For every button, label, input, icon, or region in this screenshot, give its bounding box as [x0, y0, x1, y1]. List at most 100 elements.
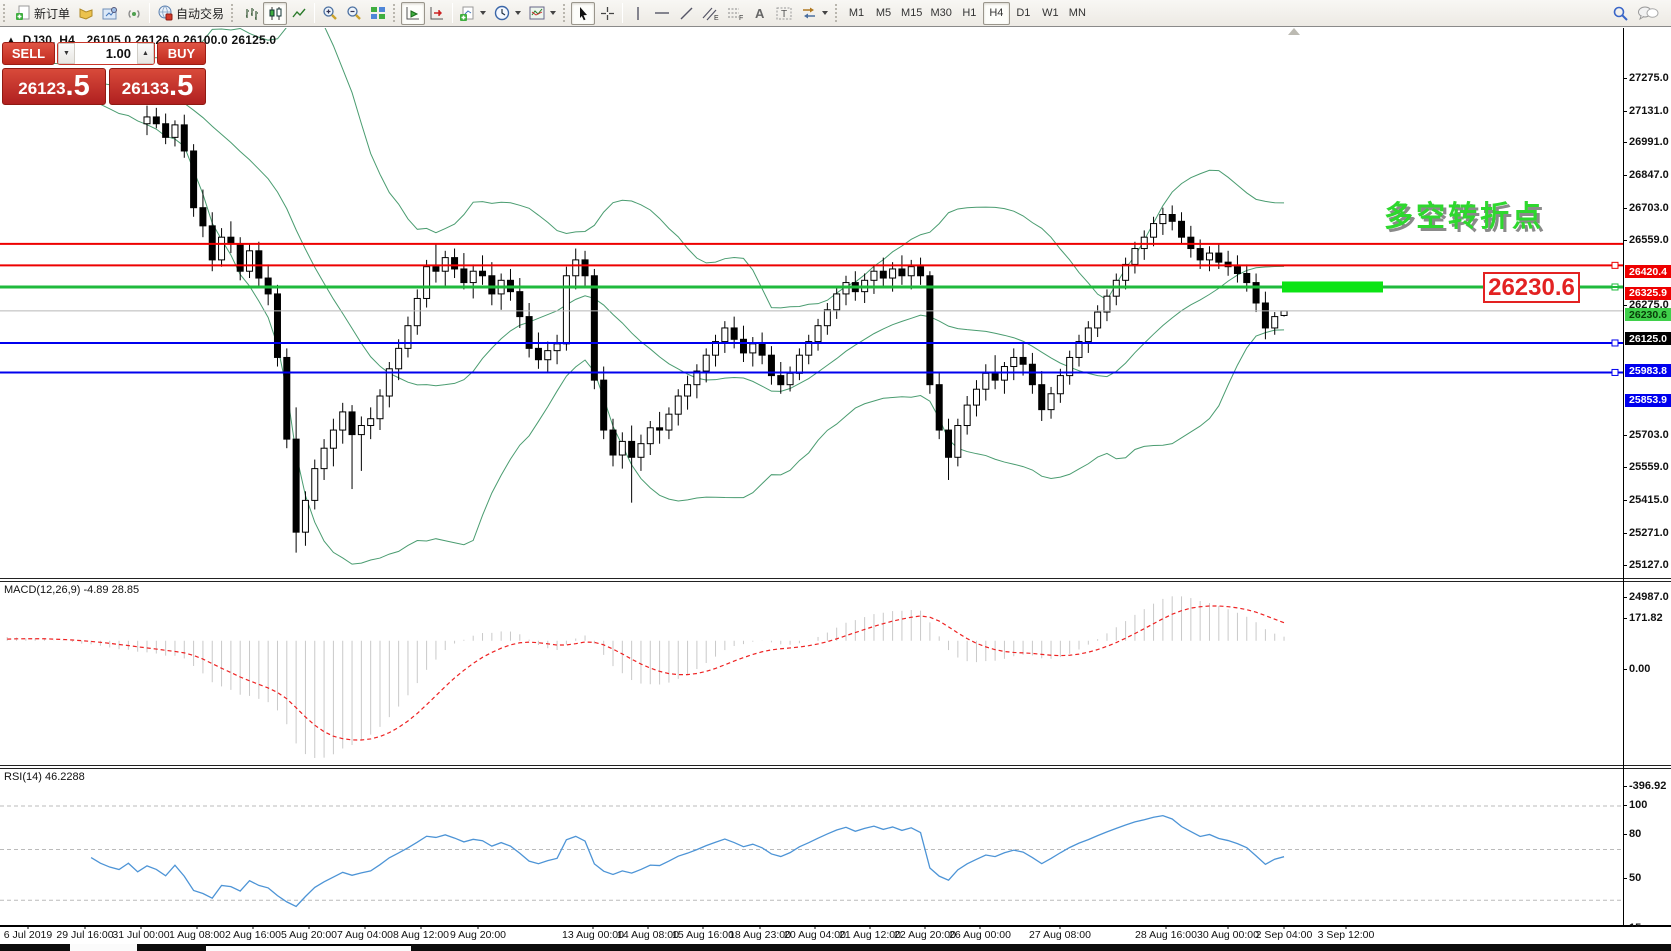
- tile-windows-icon: [371, 7, 386, 19]
- tile-windows-button[interactable]: [366, 2, 390, 25]
- sell-price[interactable]: 26123.5: [2, 68, 106, 105]
- price-callout-box[interactable]: 26230.6: [1483, 272, 1580, 303]
- buy-price[interactable]: 26133.5: [109, 68, 206, 105]
- price-badge-26325.9[interactable]: 26325.9: [1625, 286, 1671, 300]
- time-tick-label: 18 Aug 23:00: [729, 929, 791, 941]
- trendline-tool[interactable]: [674, 2, 698, 25]
- macd-tickmark: [1623, 668, 1627, 670]
- time-tick-label: 26 Aug 00:00: [949, 929, 1011, 941]
- horizontal-line-tool[interactable]: [650, 2, 674, 25]
- channel-tool[interactable]: E: [698, 2, 723, 25]
- candle-bull: [1066, 356, 1074, 377]
- time-axis[interactable]: 6 Jul 2019 29 Jul 16:00 31 Jul 00:00 1 Aug …: [0, 925, 1671, 944]
- buy-button[interactable]: BUY: [157, 42, 206, 65]
- community-chat-button[interactable]: [1633, 2, 1663, 25]
- text-tool[interactable]: A: [748, 2, 772, 25]
- macd-signal-line: [7, 605, 1285, 741]
- templates-dropdown-icon[interactable]: [550, 11, 557, 15]
- time-tickmark: [979, 925, 981, 929]
- candle-bear: [488, 275, 496, 295]
- auto-trading-button[interactable]: 自动交易: [153, 2, 228, 25]
- price-tickmark: [1623, 110, 1627, 112]
- cursor-button[interactable]: [571, 1, 596, 25]
- price-badge-26230.6[interactable]: 26230.6: [1625, 308, 1671, 322]
- volume-decrease-button[interactable]: ▼: [58, 43, 75, 64]
- text-label-tool[interactable]: T: [772, 2, 797, 25]
- price-tickmark: [1623, 175, 1627, 177]
- candle-bull: [1103, 295, 1111, 313]
- candle-bear: [1187, 236, 1195, 250]
- price-tickmark: [1623, 78, 1627, 79]
- svg-text:E: E: [714, 15, 719, 21]
- indicators-dropdown-icon[interactable]: [480, 11, 487, 15]
- timeframe-h4-button[interactable]: H4: [982, 1, 1010, 25]
- zoom-out-button[interactable]: [342, 2, 366, 25]
- pane-separator[interactable]: [0, 578, 1671, 582]
- shapes-dropdown-icon[interactable]: [822, 11, 829, 15]
- candle-bull: [1010, 356, 1018, 368]
- chart-plot[interactable]: [0, 28, 1671, 951]
- timeframe-mn-button[interactable]: MN: [1068, 7, 1086, 19]
- timeframe-m15-button[interactable]: M15: [901, 7, 923, 19]
- volume-increase-button[interactable]: ▲: [137, 43, 154, 64]
- pane-separator[interactable]: [0, 765, 1671, 769]
- candle-bull: [907, 266, 915, 277]
- price-badge-26420.4[interactable]: 26420.4: [1625, 265, 1671, 279]
- timeframes-dropdown-icon[interactable]: [515, 11, 522, 15]
- candle-bull: [1205, 252, 1213, 261]
- price-tick-label: 24987.0: [1629, 591, 1669, 604]
- candle-bull: [795, 354, 803, 374]
- candle-bear: [236, 243, 244, 272]
- time-axis-separator: [0, 925, 1671, 927]
- new-order-button[interactable]: 新订单: [11, 2, 74, 25]
- level-handle: [1611, 339, 1619, 347]
- candlestick-chart-icon: [269, 6, 282, 20]
- candle-bull: [1271, 316, 1279, 329]
- templates-button[interactable]: [525, 2, 560, 25]
- candle-bull: [889, 268, 897, 279]
- collapse-marker-icon[interactable]: ▲: [7, 35, 16, 44]
- candle-bear: [432, 266, 440, 272]
- timeframes-button[interactable]: [490, 2, 525, 25]
- timeframe-h1-button[interactable]: H1: [962, 7, 977, 19]
- zoom-in-button[interactable]: [318, 2, 342, 25]
- bar-chart-button[interactable]: [239, 2, 263, 25]
- chat-bubbles-icon: [1638, 6, 1659, 21]
- line-chart-button[interactable]: [287, 2, 311, 25]
- price-badge-25983.8[interactable]: 25983.8: [1625, 364, 1671, 378]
- timeframe-m30-button[interactable]: M30: [930, 7, 952, 19]
- chart-shift-button[interactable]: [425, 2, 449, 25]
- vertical-line-tool[interactable]: [626, 2, 650, 25]
- history-center-button[interactable]: [74, 2, 98, 25]
- fibonacci-tool[interactable]: F: [723, 2, 748, 25]
- rsi-line: [90, 815, 1285, 908]
- timeframe-w1-button[interactable]: W1: [1042, 7, 1059, 19]
- shapes-button[interactable]: [797, 2, 832, 25]
- timeframe-m5-button[interactable]: M5: [875, 7, 892, 19]
- time-tickmark: [1227, 925, 1229, 929]
- signal-icon: [128, 9, 140, 18]
- channel-icon: E: [702, 7, 719, 21]
- bollinger-upper-band: [16, 28, 1285, 309]
- indicators-button[interactable]: [456, 2, 490, 25]
- price-tick-label: 25415.0: [1629, 494, 1669, 507]
- publish-button[interactable]: [98, 2, 122, 25]
- time-tick-label: 27 Aug 08:00: [1029, 929, 1091, 941]
- candlestick-chart-button[interactable]: [263, 1, 288, 25]
- search-button[interactable]: [1608, 2, 1633, 25]
- price-badge-26125.0[interactable]: 26125.0: [1625, 332, 1671, 346]
- shapes-arrows-icon: [803, 7, 816, 19]
- timeframe-d1-button[interactable]: D1: [1016, 7, 1031, 19]
- candle-bull: [357, 425, 365, 436]
- sell-button[interactable]: SELL: [2, 42, 55, 65]
- auto-scroll-button[interactable]: [401, 1, 426, 25]
- timeframe-m1-button[interactable]: M1: [848, 7, 865, 19]
- time-tickmark: [592, 925, 594, 929]
- quick-nav-marker[interactable]: [1288, 28, 1300, 35]
- price-badge-25853.9[interactable]: 25853.9: [1625, 393, 1671, 407]
- cursor-icon: [580, 6, 588, 20]
- time-tick-label: 14 Aug 08:00: [617, 929, 679, 941]
- crosshair-button[interactable]: [595, 2, 619, 25]
- signals-button[interactable]: [122, 2, 146, 25]
- volume-value[interactable]: 1.00: [105, 46, 131, 61]
